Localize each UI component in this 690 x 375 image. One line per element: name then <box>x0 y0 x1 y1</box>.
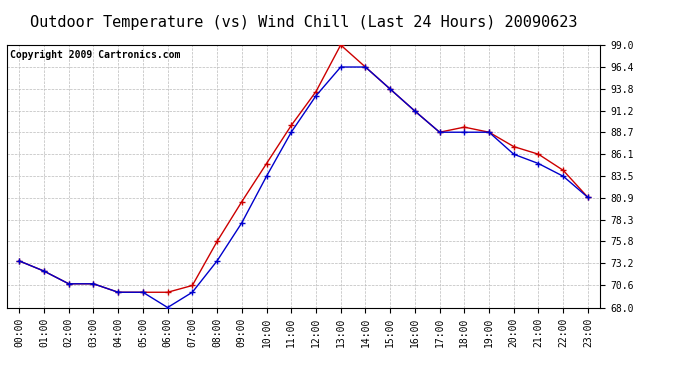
Text: Copyright 2009 Cartronics.com: Copyright 2009 Cartronics.com <box>10 50 180 60</box>
Text: Outdoor Temperature (vs) Wind Chill (Last 24 Hours) 20090623: Outdoor Temperature (vs) Wind Chill (Las… <box>30 15 578 30</box>
